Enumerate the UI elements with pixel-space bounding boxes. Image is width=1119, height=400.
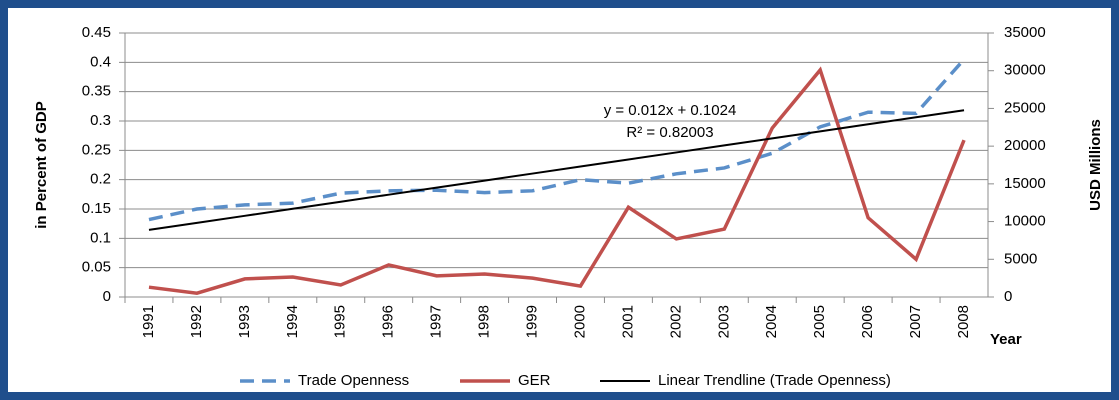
legend-label: GER	[518, 372, 551, 389]
y2-tick-label: 10000	[1004, 213, 1046, 230]
x-tick-label: 1999	[523, 305, 540, 338]
x-axis-label: Year	[990, 331, 1022, 348]
y2-tick-label: 30000	[1004, 62, 1046, 79]
y-tick-label: 0.2	[90, 171, 111, 188]
y-tick-label: 0.25	[82, 141, 111, 158]
x-tick-label: 2006	[859, 305, 876, 338]
legend-label: Trade Openness	[298, 372, 409, 389]
x-tick-label: 1991	[140, 305, 157, 338]
x-tick-label: 2007	[907, 305, 924, 338]
y2-tick-label: 15000	[1004, 175, 1046, 192]
annotation: R² = 0.82003	[626, 124, 713, 141]
legend-label: Linear Trendline (Trade Openness)	[658, 372, 891, 389]
y-tick-label: 0.1	[90, 229, 111, 246]
y-tick-label: 0.4	[90, 53, 111, 70]
annotation: y = 0.012x + 0.1024	[604, 102, 737, 119]
series-line	[148, 109, 965, 231]
x-tick-label: 2001	[619, 305, 636, 338]
y-axis-label: in Percent of GDP	[33, 101, 50, 229]
series-line	[148, 58, 966, 222]
x-tick-label: 2003	[715, 305, 732, 338]
y2-tick-label: 35000	[1004, 24, 1046, 41]
x-tick-label: 2008	[955, 305, 972, 338]
x-tick-label: 2002	[667, 305, 684, 338]
y2-tick-label: 20000	[1004, 137, 1046, 154]
x-tick-label: 2004	[763, 305, 780, 338]
x-tick-label: 2005	[811, 305, 828, 338]
x-tick-label: 1993	[236, 305, 253, 338]
x-tick-label: 1996	[380, 305, 397, 338]
y-tick-label: 0.35	[82, 83, 111, 100]
y2-tick-label: 0	[1004, 288, 1012, 305]
x-tick-label: 1995	[332, 305, 349, 338]
y2-tick-label: 5000	[1004, 250, 1037, 267]
y-tick-label: 0	[103, 288, 111, 305]
y-tick-label: 0.3	[90, 112, 111, 129]
x-tick-label: 1994	[284, 305, 301, 338]
y2-tick-label: 25000	[1004, 99, 1046, 116]
x-tick-label: 1992	[188, 305, 205, 338]
x-tick-label: 1998	[476, 305, 493, 338]
y-tick-label: 0.45	[82, 24, 111, 41]
series-line	[148, 66, 966, 296]
y2-axis-label: USD Millions	[1087, 119, 1104, 211]
y-tick-label: 0.05	[82, 259, 111, 276]
x-tick-label: 1997	[428, 305, 445, 338]
y-tick-label: 0.15	[82, 200, 111, 217]
x-tick-label: 2000	[571, 305, 588, 338]
